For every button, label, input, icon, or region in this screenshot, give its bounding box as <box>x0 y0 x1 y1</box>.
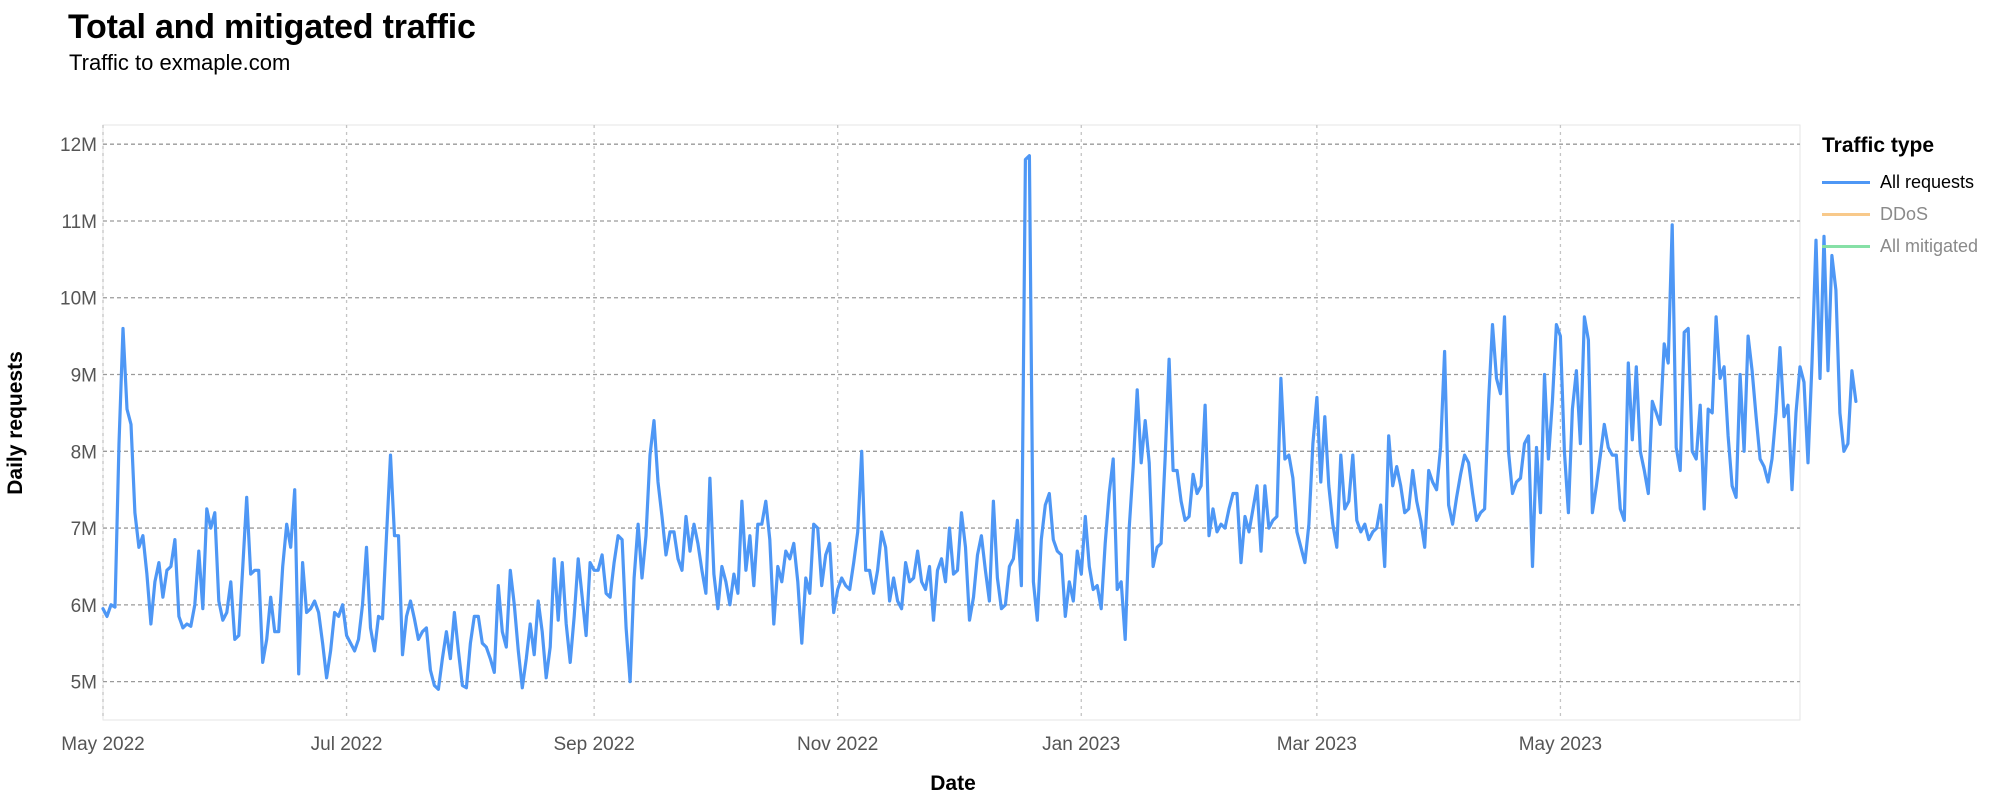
legend-item-all-mitigated[interactable]: All mitigated <box>1822 230 1978 262</box>
legend-item-all-requests[interactable]: All requests <box>1822 166 1978 198</box>
legend-title: Traffic type <box>1822 134 1935 157</box>
legend-swatch-all-mitigated <box>1822 244 1870 248</box>
axis-layer: 5M 6M 7M 8M 9M 10M 11M 12M May 2022 Jul 2022 Sep 2… <box>60 135 1602 755</box>
legend-item-ddos[interactable]: DDoS <box>1822 198 1978 230</box>
y-tick-label: 8M <box>71 442 97 463</box>
x-tick-label: Mar 2023 <box>1277 734 1357 755</box>
x-tick-label: Sep 2022 <box>553 734 634 755</box>
x-axis-title: Date <box>930 772 976 795</box>
y-tick-label: 5M <box>71 673 97 694</box>
x-tick-label: Jul 2022 <box>311 734 383 755</box>
x-tick-label: Jan 2023 <box>1042 734 1120 755</box>
y-tick-label: 9M <box>71 366 97 387</box>
legend-label-all-requests: All requests <box>1880 171 1975 192</box>
y-tick-label: 6M <box>71 596 97 617</box>
legend: Traffic type All requests DDoS All mitig… <box>1822 134 1978 262</box>
series-line-all-requests <box>101 154 1858 691</box>
legend-swatch-all-requests <box>1822 180 1870 184</box>
y-axis-title: Daily requests <box>4 351 27 495</box>
legend-label-all-mitigated: All mitigated <box>1880 235 1979 256</box>
chart-title: Total and mitigated traffic <box>68 8 476 46</box>
x-tick-label: Nov 2022 <box>797 734 878 755</box>
y-tick-label: 12M <box>60 135 97 156</box>
legend-swatch-ddos <box>1822 212 1870 216</box>
plot-panel <box>102 124 1801 721</box>
chart-subtitle: Traffic to exmaple.com <box>69 50 291 75</box>
legend-label-ddos: DDoS <box>1880 203 1929 224</box>
x-tick-label: May 2022 <box>61 734 144 755</box>
y-tick-label: 10M <box>60 289 97 310</box>
x-tick-label: May 2023 <box>1519 734 1602 755</box>
y-tick-label: 7M <box>71 519 97 540</box>
y-tick-label: 11M <box>61 212 97 233</box>
series-layer <box>101 154 1858 691</box>
grid-layer <box>102 124 1801 721</box>
